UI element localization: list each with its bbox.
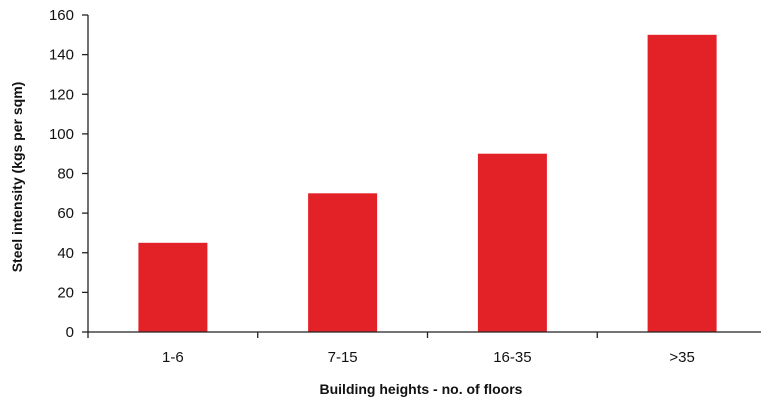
y-tick-label: 40	[57, 245, 74, 262]
y-tick-label: 160	[49, 7, 74, 24]
y-axis-title: Steel intensity (kgs per sqm)	[9, 82, 25, 273]
y-tick-label: 120	[49, 86, 74, 103]
y-tick-label: 100	[49, 126, 74, 143]
y-tick-label: 20	[57, 284, 74, 301]
x-tick-label: 7-15	[328, 349, 358, 366]
y-tick-label: 140	[49, 47, 74, 64]
bar->35	[647, 34, 717, 333]
y-tick-label: 60	[57, 205, 74, 222]
y-ticks-group: 0 20 40 60 80 100 120 140 160	[49, 7, 88, 341]
y-tick-label: 0	[66, 324, 74, 341]
bar-1-6	[138, 242, 208, 332]
x-ticks-group: 1-6 7-15 16-35 >35	[87, 332, 695, 366]
x-axis-title: Building heights - no. of floors	[320, 381, 523, 397]
x-tick-label: 1-6	[162, 349, 184, 366]
bar-16-35	[477, 153, 547, 332]
x-tick-label: 16-35	[493, 349, 531, 366]
y-tick-label: 80	[57, 166, 74, 183]
x-tick-label: >35	[669, 349, 694, 366]
bar-7-15	[308, 193, 378, 332]
bars-group	[138, 34, 717, 333]
